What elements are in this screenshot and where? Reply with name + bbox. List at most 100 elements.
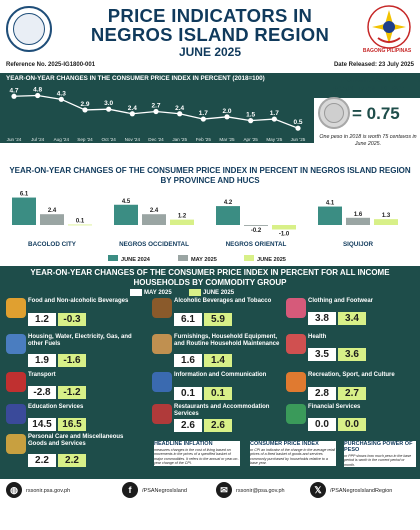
line-value-label: 3.0 — [104, 100, 113, 107]
health-icon — [286, 334, 306, 354]
commodity-item: Education Services 14.5 16.5 — [6, 404, 136, 438]
psa-logo — [6, 6, 52, 52]
june-2025-value: 16.5 — [58, 418, 86, 431]
line-value-label: 1.7 — [270, 110, 279, 117]
globe-icon: ◍ — [6, 482, 22, 498]
reference-row: Reference No. 2025-IG1800-001 Date Relea… — [6, 62, 414, 72]
note-body: or CPI an indicator of the change in the… — [250, 448, 336, 466]
commodity-label: Furnishings, Household Equipment, and Ro… — [174, 334, 280, 347]
footer-website[interactable]: rssonir.psa.gov.ph — [26, 488, 71, 494]
commodity-item: Housing, Water, Electricity, Gas, and ot… — [6, 334, 136, 368]
line-x-tick-label: Aug '24 — [54, 137, 70, 142]
line-x-tick-label: Dec '24 — [148, 137, 164, 142]
may-2025-value: 3.8 — [308, 312, 336, 325]
ppp-note: One peso in 2018 is worth 75 centavos in… — [319, 134, 417, 147]
personal-care-icon — [6, 434, 26, 454]
bar-value-label: 6.1 — [20, 192, 29, 198]
commodity-item: Health 3.5 3.6 — [286, 334, 416, 368]
line-point — [35, 92, 41, 99]
may-2025-value: 3.5 — [308, 348, 336, 361]
june-2025-value: -1.6 — [58, 354, 86, 367]
bar — [40, 214, 64, 225]
line-point — [106, 106, 112, 112]
note-headline-inflation: HEADLINE INFLATION measures changes in t… — [154, 441, 240, 466]
commodity-label: Financial Services — [308, 404, 361, 410]
line-chart: 4.7 Jun '24 4.8 Jul '24 4.3 Aug '24 2.9 Sep '24… — [7, 87, 306, 142]
commodity-label: Restaurants and Accommodation Services — [174, 404, 270, 417]
june-2025-value: 2.7 — [338, 387, 366, 401]
bar-value-label: 0.1 — [76, 219, 85, 225]
bar — [346, 217, 370, 225]
bar — [272, 225, 296, 230]
may-2025-value: 2.2 — [28, 454, 56, 467]
page-title-line1: PRICE INDICATORS IN — [107, 5, 313, 26]
line-point — [295, 125, 301, 131]
footer-facebook[interactable]: /PSANegrosIsland — [142, 488, 187, 494]
line-value-label: 0.5 — [293, 119, 302, 126]
commodity-item: Food and Non-alcoholic Beverages 1.2 -0.3 — [6, 298, 136, 332]
line-point — [129, 111, 135, 117]
commodity-label: Clothing and Footwear — [308, 298, 373, 304]
legend-swatch-june — [189, 289, 202, 296]
note-body: measures changes in the cost of living b… — [154, 448, 239, 466]
footer-email[interactable]: rssonir@psa.gov.ph — [236, 488, 285, 494]
note-body: or PPP shows how much peso in the base p… — [344, 454, 412, 467]
june-2025-value: 2.6 — [204, 419, 232, 433]
legend-swatch — [244, 255, 254, 261]
line-value-label: 4.3 — [57, 90, 66, 97]
bar-value-label: 1.6 — [354, 212, 363, 218]
legend-label: MAY 2025 — [191, 257, 217, 263]
commodity-label: Transport — [28, 372, 56, 378]
may-2025-value: 1.2 — [28, 313, 56, 327]
may-2025-value: 0.0 — [308, 418, 336, 431]
bar — [12, 197, 36, 225]
may-2025-value: 2.8 — [308, 387, 336, 401]
page-title-line2: NEGROS ISLAND REGION — [90, 24, 330, 45]
food-basket-icon — [6, 298, 26, 318]
legend-label-june: JUNE 2025 — [203, 290, 235, 297]
bar — [68, 224, 92, 226]
province-bar-chart: 6.1 2.4 0.1 BACOLOD CITY 4.5 2.4 1.2 NEGROS OCC… — [12, 192, 398, 263]
line-value-label: 1.5 — [246, 112, 255, 119]
line-value-label: 4.7 — [9, 87, 18, 94]
line-value-label: 4.8 — [33, 87, 42, 94]
line-x-tick-label: Oct '24 — [101, 137, 116, 142]
bar — [374, 219, 398, 225]
bar-value-label: 1.3 — [382, 213, 391, 219]
bottle-icon — [152, 298, 172, 318]
bar-value-label: -0.2 — [251, 228, 262, 234]
commodity-label: Education Services — [28, 404, 84, 410]
commodity-title: YEAR-ON-YEAR CHANGES OF THE CONSUMER PRI… — [30, 268, 390, 287]
line-point — [11, 93, 17, 99]
commodity-item: Recreation, Sport, and Culture 2.8 2.7 — [286, 372, 416, 406]
ppp-value: = 0.75 — [352, 104, 400, 123]
legend-swatch-may — [130, 289, 142, 296]
june-2025-value: 0.0 — [338, 418, 366, 431]
commodity-item: Clothing and Footwear 3.8 3.4 — [286, 298, 416, 332]
bagong-pilipinas-label: BAGONG PILIPINAS — [362, 48, 412, 54]
commodity-item: Transport -2.8 -1.2 — [6, 372, 136, 406]
line-value-label: 1.7 — [199, 110, 208, 117]
jeepney-icon — [6, 372, 26, 392]
sports-icon — [286, 372, 306, 392]
note-heading: PURCHASING POWER OF PESO — [344, 441, 413, 453]
june-2025-value: 5.9 — [204, 313, 232, 327]
may-2025-value: 6.1 — [174, 313, 202, 327]
money-icon — [286, 404, 306, 424]
footer-twitter[interactable]: /PSANegrosIslandRegion — [330, 488, 393, 494]
june-2025-value: 0.1 — [204, 387, 232, 401]
footer — [0, 479, 420, 530]
line-point — [82, 107, 88, 113]
line-point — [177, 111, 183, 117]
commodity-legend: MAY 2025 JUNE 2025 — [130, 289, 290, 299]
line-point — [200, 116, 206, 122]
header — [0, 0, 420, 60]
note-heading: CONSUMER PRICE INDEX — [250, 441, 319, 447]
line-x-tick-label: Mar '25 — [219, 137, 235, 142]
line-x-tick-label: Jun '24 — [7, 137, 22, 142]
legend-label: JUNE 2024 — [121, 257, 151, 263]
note-cpi: CONSUMER PRICE INDEX or CPI an indicator… — [250, 441, 336, 466]
line-x-tick-label: Jan '25 — [172, 137, 187, 142]
commodity-label: Food and Non-alcoholic Beverages — [28, 298, 129, 304]
note-ppp: PURCHASING POWER OF PESO or PPP shows ho… — [344, 441, 416, 468]
